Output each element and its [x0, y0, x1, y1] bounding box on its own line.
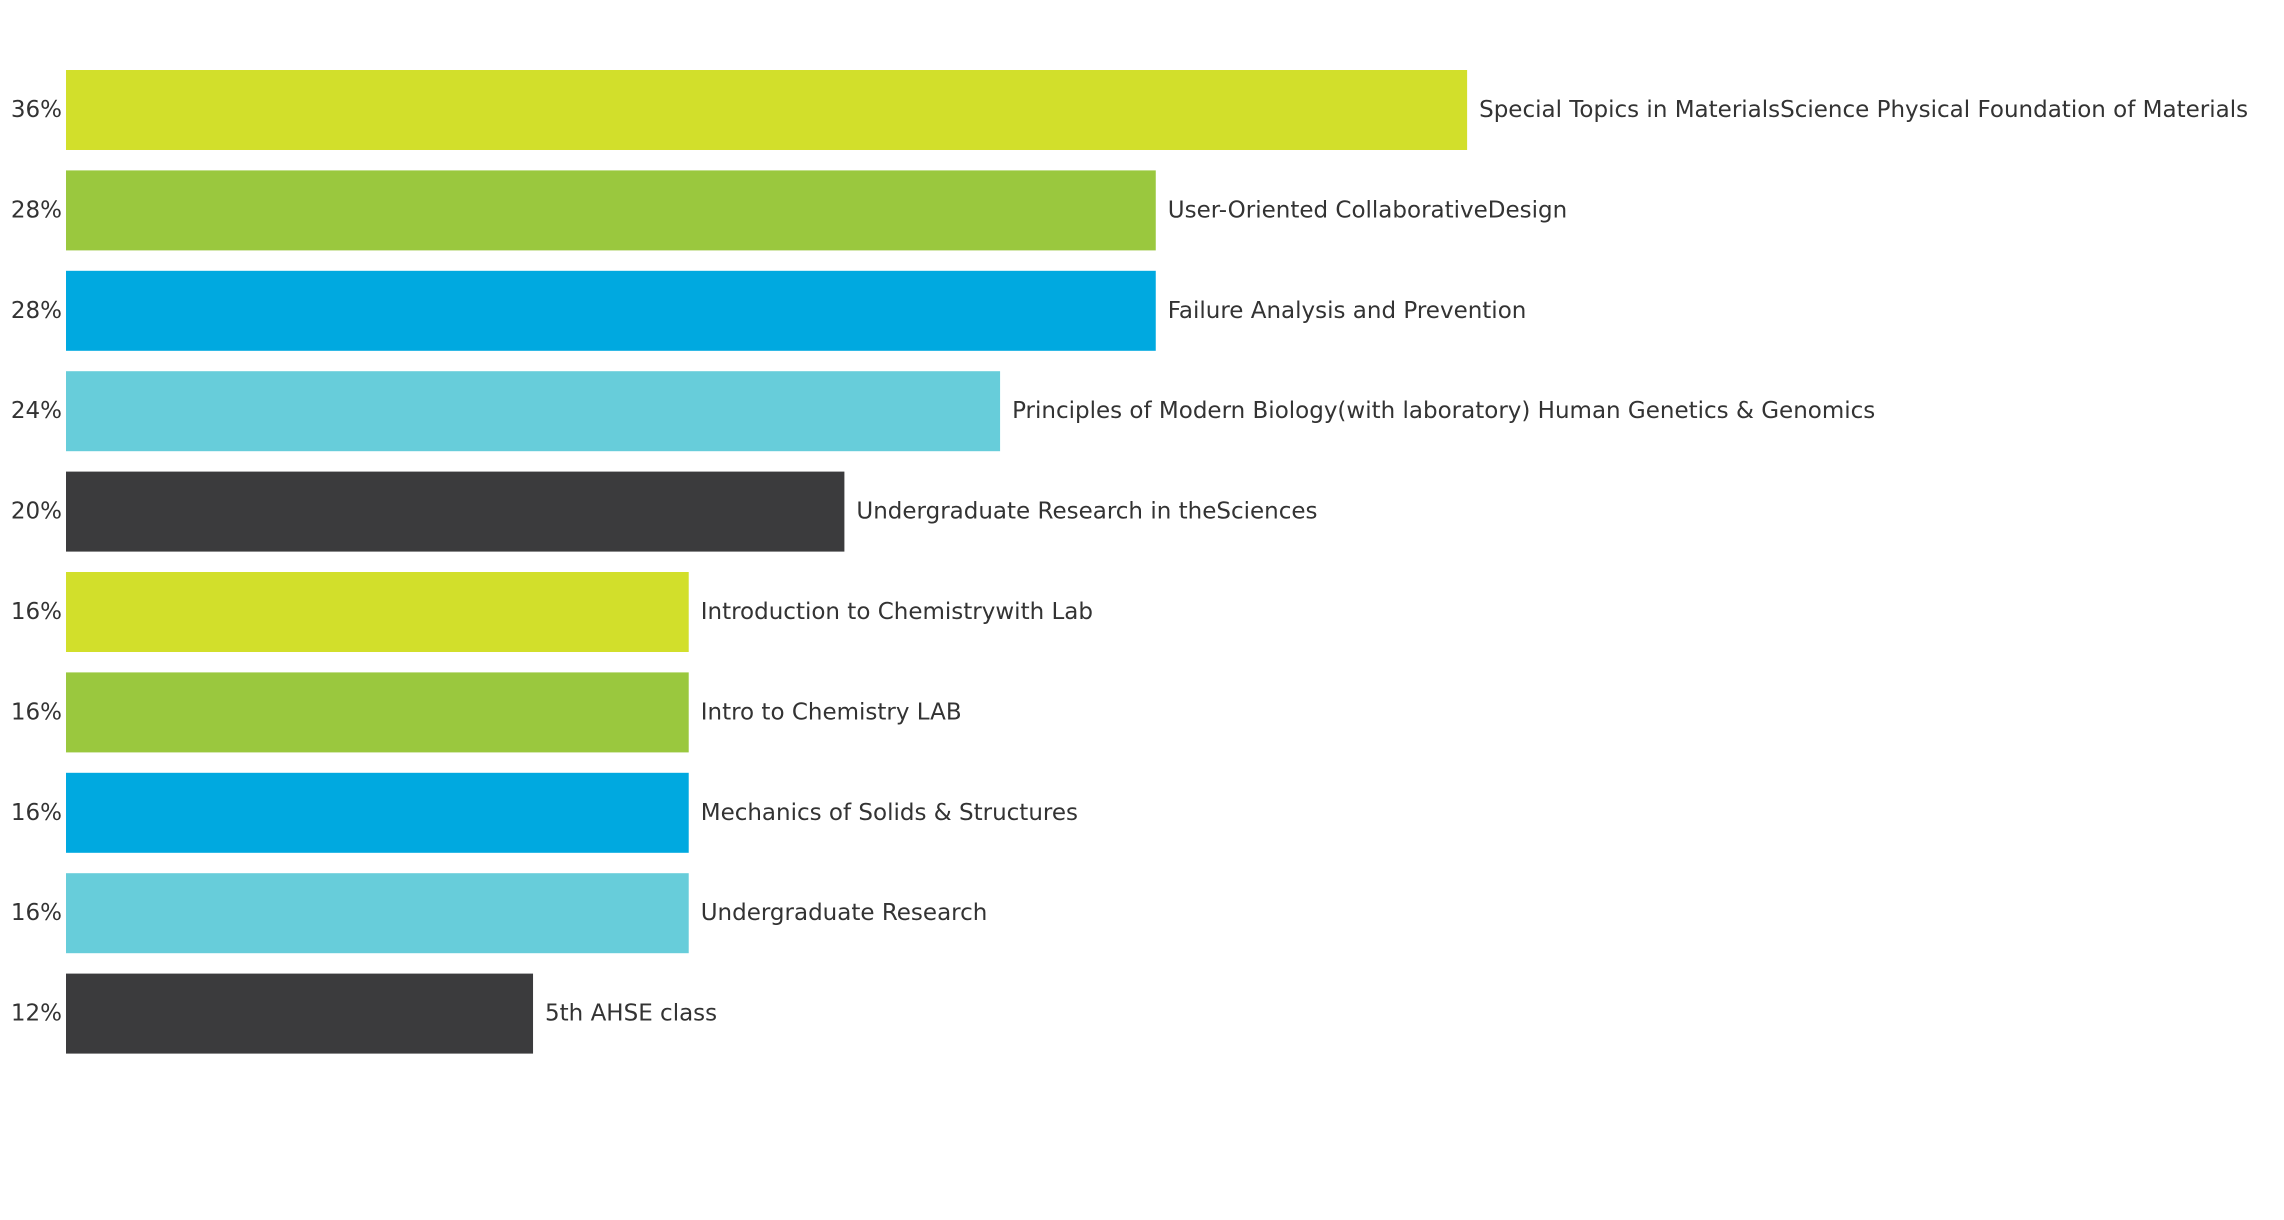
category-label-6: Introduction to Chemistrywith Lab	[701, 599, 1093, 625]
value-label-5: 20%	[11, 499, 62, 525]
bar-1	[66, 70, 1468, 150]
category-label-1: Special Topics in MaterialsScience Physi…	[1479, 97, 2248, 123]
category-label-2: User-Oriented CollaborativeDesign	[1168, 197, 1567, 223]
bar-3	[66, 270, 1156, 351]
value-label-4: 24%	[11, 398, 62, 424]
category-label-9: Undergraduate Research	[701, 900, 988, 926]
bar-6	[66, 572, 689, 652]
bar-4	[66, 371, 1001, 452]
category-label-4: Principles of Modern Biology(with labora…	[1012, 398, 1875, 424]
value-labels-layer: 36% 28% 28% 24% 20% 16% 16% 16% 16% 12%	[11, 97, 62, 1027]
category-label-3: Failure Analysis and Prevention	[1168, 298, 1527, 324]
value-label-1: 36%	[11, 97, 62, 123]
value-label-6: 16%	[11, 599, 62, 625]
category-label-7: Intro to Chemistry LAB	[701, 699, 962, 725]
value-label-10: 12%	[11, 1001, 62, 1027]
category-labels-layer: Special Topics in MaterialsScience Physi…	[545, 97, 2248, 1027]
bar-5	[66, 471, 845, 552]
value-label-9: 16%	[11, 900, 62, 926]
bar-10	[66, 973, 534, 1054]
bars-layer	[66, 70, 1468, 1054]
value-label-3: 28%	[11, 298, 62, 324]
value-label-2: 28%	[11, 197, 62, 223]
value-label-7: 16%	[11, 699, 62, 725]
bar-8	[66, 772, 689, 853]
bar-7	[66, 672, 689, 753]
bar-2	[66, 170, 1156, 251]
value-label-8: 16%	[11, 800, 62, 826]
category-label-5: Undergraduate Research in theSciences	[856, 499, 1317, 525]
category-label-10: 5th AHSE class	[545, 1001, 717, 1027]
bar-9	[66, 873, 689, 954]
category-label-8: Mechanics of Solids & Structures	[701, 800, 1078, 826]
